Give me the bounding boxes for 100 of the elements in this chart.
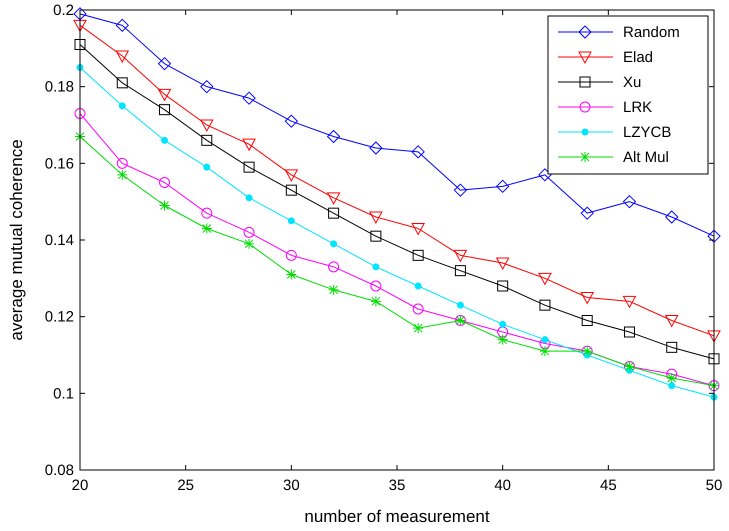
legend-label: LZYCB	[623, 124, 672, 141]
point	[288, 217, 295, 224]
point	[708, 353, 720, 364]
point	[158, 57, 172, 70]
y-tick-label: 0.18	[44, 78, 74, 96]
point	[327, 130, 340, 143]
x-tick-label: 50	[706, 477, 722, 494]
point	[665, 315, 678, 327]
point	[496, 180, 510, 193]
y-tick-label: 0.1	[53, 385, 74, 402]
point	[665, 210, 678, 224]
point	[668, 382, 676, 390]
point	[454, 265, 466, 276]
y-tick-label: 0.2	[53, 2, 74, 19]
point	[497, 334, 508, 346]
point	[242, 138, 256, 151]
point	[328, 261, 340, 272]
point	[369, 142, 382, 154]
point	[539, 300, 550, 311]
x-tick-label: 30	[282, 477, 300, 494]
point	[161, 136, 168, 144]
point	[203, 164, 210, 171]
point	[200, 80, 214, 94]
legend-label: LRK	[623, 99, 652, 116]
point	[370, 280, 382, 292]
x-tick-label: 45	[600, 477, 617, 494]
point	[414, 282, 422, 290]
point	[330, 240, 338, 248]
y-tick-label: 0.12	[44, 308, 74, 326]
point	[74, 39, 86, 50]
point	[624, 326, 635, 338]
point	[499, 320, 506, 328]
point	[666, 368, 678, 380]
point	[200, 120, 214, 132]
point	[328, 284, 340, 296]
y-tick-label: 0.08	[44, 462, 74, 479]
point	[201, 208, 212, 219]
point	[708, 330, 720, 342]
x-tick-label: 20	[72, 477, 88, 494]
point	[497, 280, 508, 292]
point	[116, 18, 129, 32]
point	[454, 250, 467, 262]
point	[412, 145, 425, 158]
point	[286, 250, 297, 261]
point	[286, 184, 297, 196]
point	[412, 223, 425, 235]
point	[412, 304, 424, 314]
point	[74, 108, 86, 119]
point	[369, 212, 382, 224]
point	[116, 169, 128, 180]
point	[456, 302, 464, 309]
point	[159, 200, 170, 211]
point	[666, 372, 678, 384]
point	[244, 238, 255, 250]
point	[580, 206, 594, 220]
point	[159, 177, 170, 188]
legend-label: Alt Mul	[623, 149, 669, 166]
x-tick-label: 40	[494, 477, 512, 494]
legend-label: Elad	[623, 49, 654, 66]
point	[74, 7, 86, 20]
point	[496, 258, 510, 270]
point	[454, 184, 467, 197]
point	[201, 134, 212, 146]
point	[541, 336, 548, 344]
point	[246, 194, 253, 202]
point	[582, 315, 593, 326]
point	[412, 322, 424, 334]
point	[538, 168, 552, 182]
point	[328, 208, 340, 219]
point	[666, 342, 678, 353]
point	[370, 296, 382, 307]
point	[116, 77, 128, 88]
y-tick-label: 0.14	[44, 232, 74, 249]
legend-label: Random	[623, 24, 680, 41]
point	[327, 192, 340, 204]
point	[622, 296, 636, 308]
point	[159, 104, 170, 116]
point	[284, 114, 298, 128]
point	[372, 263, 380, 270]
point	[116, 158, 128, 169]
point	[201, 223, 212, 234]
y-tick-label: 0.16	[44, 155, 74, 172]
point	[539, 346, 550, 357]
point	[708, 230, 720, 243]
point	[74, 131, 86, 142]
y-axis-title: average mutual coherence	[7, 139, 26, 341]
point	[286, 269, 297, 280]
point	[538, 272, 552, 285]
x-axis-title: number of measurement	[304, 507, 490, 526]
legend-label: Xu	[623, 74, 642, 91]
point	[580, 292, 594, 304]
point	[622, 195, 636, 208]
point	[539, 338, 550, 349]
point	[244, 162, 255, 173]
x-tick-label: 25	[177, 477, 194, 494]
point	[497, 326, 508, 338]
x-tick-label: 35	[388, 477, 406, 494]
point	[412, 250, 424, 261]
point	[116, 50, 129, 62]
point	[118, 102, 126, 110]
